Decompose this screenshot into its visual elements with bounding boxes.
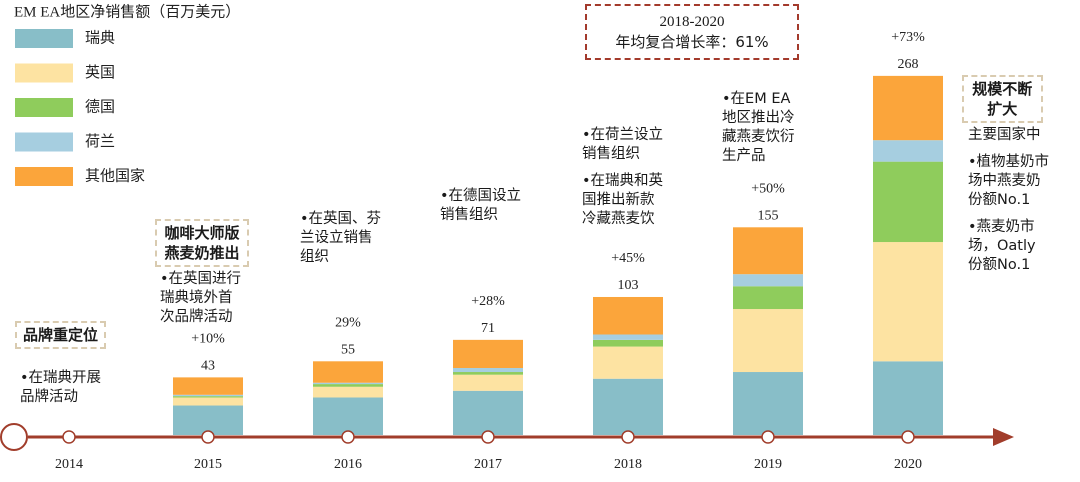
legend-swatch xyxy=(15,63,73,83)
note: •在英国进行瑞典境外首次品牌活动 xyxy=(160,271,242,325)
note: •在德国设立销售组织 xyxy=(440,188,522,223)
growth-label: +73% xyxy=(891,30,925,45)
year-label: 2015 xyxy=(194,457,222,472)
bar-segment xyxy=(873,75,943,141)
total-label: 55 xyxy=(341,343,355,358)
cagr-text: 年均复合增长率：61% xyxy=(615,33,769,51)
bar-segment xyxy=(733,227,803,275)
bar-segment xyxy=(313,386,383,398)
headline-box: 品牌重定位 xyxy=(15,321,107,349)
total-label: 43 xyxy=(201,359,215,374)
headline-box: 规模不断扩大 xyxy=(962,75,1043,123)
bar-segment xyxy=(593,378,663,435)
total-label: 268 xyxy=(898,57,919,72)
year-label: 2020 xyxy=(894,457,922,472)
total-label: 155 xyxy=(758,209,779,224)
note: •燕麦奶市场，Oatly份额No.1 xyxy=(968,219,1036,273)
bar-segment xyxy=(173,397,243,406)
timeline-node xyxy=(481,430,495,444)
bar-segment xyxy=(313,361,383,383)
total-label: 103 xyxy=(618,278,639,293)
bar-segment xyxy=(313,384,383,387)
legend-swatch xyxy=(15,167,73,186)
legend-swatch xyxy=(15,98,73,117)
bar-segment xyxy=(173,394,243,397)
bar-segment xyxy=(453,339,523,368)
chart-title: EM EA地区净销售额（百万美元） xyxy=(14,3,240,20)
bar-segment xyxy=(313,382,383,385)
timeline-node xyxy=(621,430,635,444)
timeline-node xyxy=(901,430,915,444)
timeline-start xyxy=(0,423,28,451)
bar-segment xyxy=(453,368,523,373)
legend-label: 瑞典 xyxy=(85,29,115,47)
bar-segment xyxy=(593,346,663,379)
note: •在瑞典开展品牌活动 xyxy=(20,370,102,405)
bar-segment xyxy=(733,274,803,287)
legend-label: 其他国家 xyxy=(85,167,145,185)
year-label: 2018 xyxy=(614,457,642,472)
bar-segment xyxy=(453,374,523,391)
bar-segment xyxy=(733,309,803,373)
note-group: •在瑞典开展品牌活动 xyxy=(20,369,101,415)
note: 主要国家中 xyxy=(968,127,1041,143)
note: •植物基奶市场中燕麦奶份额No.1 xyxy=(968,154,1050,208)
note-group: •在英国进行瑞典境外首次品牌活动 xyxy=(160,270,241,335)
note: •在瑞典和英国推出新款冷藏燕麦饮 xyxy=(582,173,664,227)
bar-segment xyxy=(173,405,243,435)
year-label: 2014 xyxy=(55,457,83,472)
growth-label: 29% xyxy=(335,316,361,331)
year-label: 2016 xyxy=(334,457,362,472)
bar-segment xyxy=(593,339,663,347)
note-group: •在EM EA地区推出冷藏燕麦饮衍生产品 xyxy=(722,90,803,174)
growth-label: +45% xyxy=(611,251,645,266)
note-group: •在英国、芬兰设立销售组织 xyxy=(300,210,381,275)
bar-segment xyxy=(453,372,523,375)
cagr-years: 2018-2020 xyxy=(659,14,725,30)
bar-segment xyxy=(733,372,803,435)
timeline-node xyxy=(341,430,355,444)
bar-segment xyxy=(313,397,383,435)
note: •在英国、芬兰设立销售组织 xyxy=(300,211,382,265)
note-group: •在荷兰设立销售组织 •在瑞典和英国推出新款冷藏燕麦饮 xyxy=(582,126,663,237)
note: •在荷兰设立销售组织 xyxy=(582,127,664,162)
bar-segment xyxy=(873,361,943,435)
legend-label: 英国 xyxy=(85,63,115,81)
growth-label: +10% xyxy=(191,332,225,347)
legend-label: 荷兰 xyxy=(85,132,115,150)
bar-segment xyxy=(593,296,663,335)
cagr-box: 2018-2020 年均复合增长率：61% xyxy=(585,4,799,60)
growth-label: +50% xyxy=(751,182,785,197)
bar-segment xyxy=(873,161,943,243)
note-group: •在德国设立销售组织 xyxy=(440,187,521,233)
note-group: 主要国家中 •植物基奶市场中燕麦奶份额No.1 •燕麦奶市场，Oatly份额No.1 xyxy=(968,126,1049,283)
timeline-node xyxy=(761,430,775,444)
bar-segment xyxy=(173,377,243,395)
bar-segment xyxy=(873,140,943,162)
growth-label: +28% xyxy=(471,294,505,309)
timeline-node xyxy=(62,430,76,444)
timeline-arrow xyxy=(993,428,1014,446)
bar-segment xyxy=(593,334,663,340)
bar-segment xyxy=(173,396,243,398)
bar-segment xyxy=(873,242,943,362)
total-label: 71 xyxy=(481,321,495,336)
headline-box: 咖啡大师版燕麦奶推出 xyxy=(155,219,249,267)
timeline-node xyxy=(201,430,215,444)
legend-swatch xyxy=(15,29,73,48)
note: •在EM EA地区推出冷藏燕麦饮衍生产品 xyxy=(722,91,795,164)
legend-swatch xyxy=(15,132,73,152)
year-label: 2019 xyxy=(754,457,782,472)
bar-segment xyxy=(453,390,523,435)
legend-label: 德国 xyxy=(85,98,115,116)
year-label: 2017 xyxy=(474,457,502,472)
bar-segment xyxy=(733,286,803,310)
